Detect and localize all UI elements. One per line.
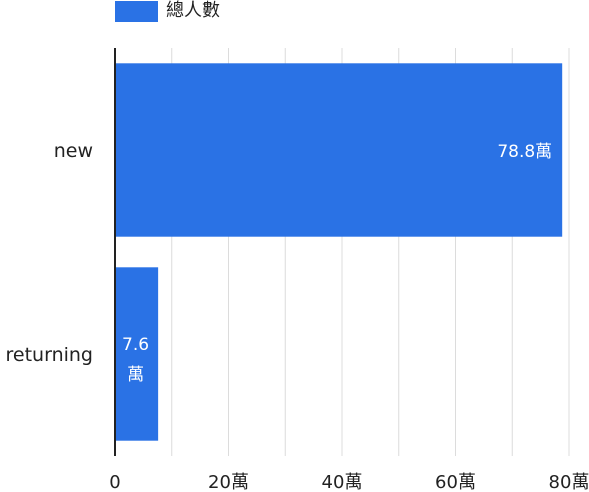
x-tick-label: 40萬 bbox=[322, 472, 363, 492]
legend-swatch bbox=[115, 1, 158, 22]
bar-new bbox=[115, 63, 563, 237]
x-tick-label: 80萬 bbox=[549, 472, 589, 492]
data-label-new: 78.8萬 bbox=[497, 142, 552, 162]
x-tick-label: 0 bbox=[109, 472, 120, 492]
data-label-returning: 7.6 萬 bbox=[122, 335, 149, 385]
legend-label[interactable]: 總人數 bbox=[166, 0, 220, 21]
category-label-returning: returning bbox=[6, 344, 93, 366]
bar-returning bbox=[115, 267, 159, 441]
category-label-new: new bbox=[54, 140, 93, 162]
x-tick-label: 20萬 bbox=[208, 472, 249, 492]
x-tick-label: 60萬 bbox=[435, 472, 476, 492]
